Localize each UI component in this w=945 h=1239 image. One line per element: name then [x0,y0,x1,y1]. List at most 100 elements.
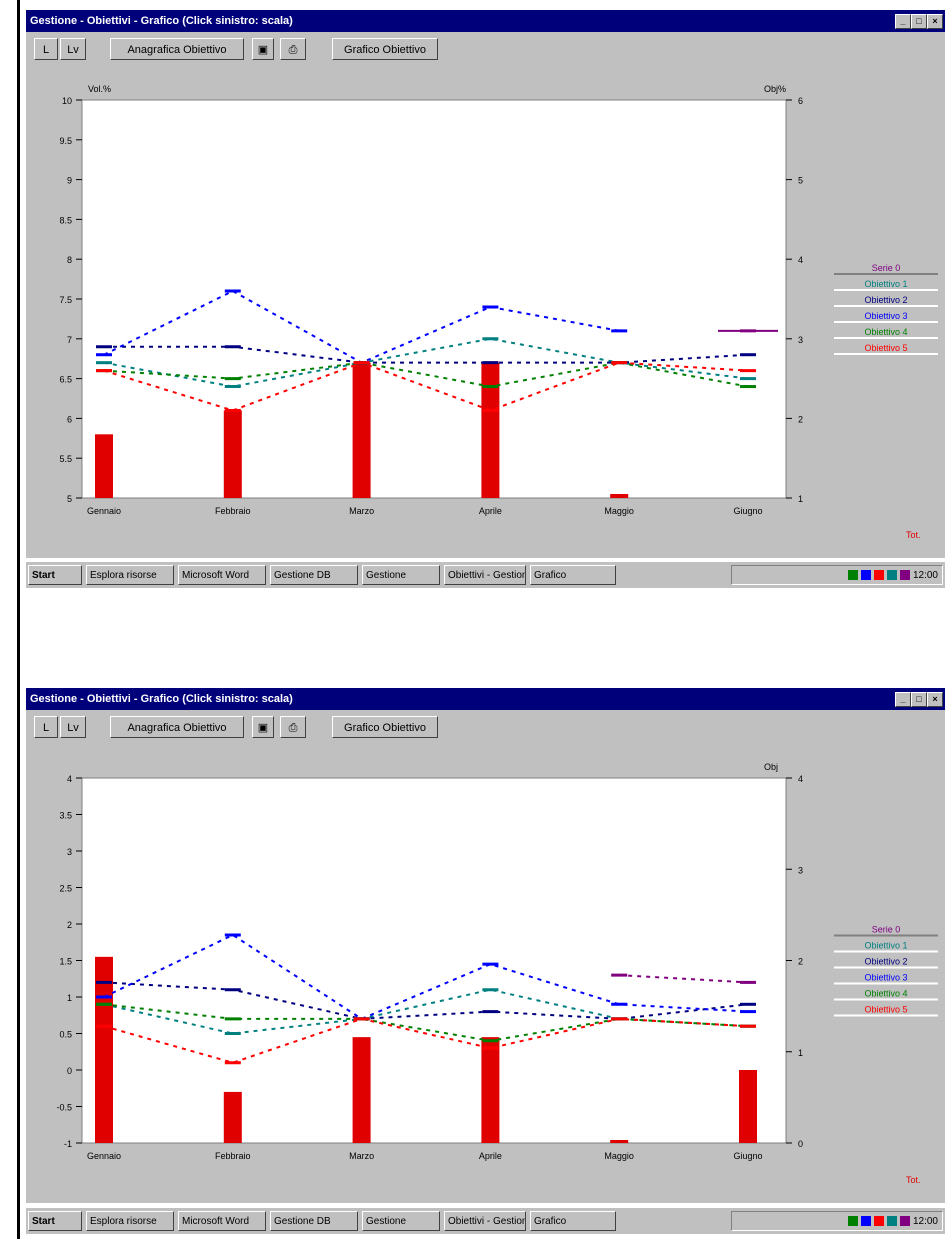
legend-entry: Obiettivo 4 [864,327,907,337]
x-tick-label: Gennaio [87,1151,121,1161]
left-tick-label: 7 [67,335,72,345]
x-tick-label: Aprile [479,1151,502,1161]
tray-icon[interactable] [899,570,910,581]
bar [739,1070,757,1143]
x-tick-label: Maggio [604,506,634,516]
left-tick-label: 10 [62,96,72,106]
taskbar-task-button[interactable]: Microsoft Word [178,1211,266,1231]
taskbar-task-button[interactable]: Microsoft Word [178,565,266,585]
close-icon[interactable]: × [927,14,943,29]
start-button[interactable]: Start [28,1211,82,1231]
toolbar-button-lv[interactable]: Lv [60,38,86,60]
left-tick-label: 0.5 [59,1030,72,1040]
left-tick-label: 8.5 [59,215,72,225]
left-tick-label: 3 [67,847,72,857]
series-line [103,337,749,388]
toolbar-button-l[interactable]: L [34,716,58,738]
legend-entry: Obiettivo 2 [864,295,907,305]
tray-icon[interactable] [899,1216,910,1227]
tray-icon[interactable] [886,570,897,581]
print-icon[interactable]: ⎙ [280,716,306,738]
close-icon[interactable]: × [927,692,943,707]
left-page-rule [17,0,20,1239]
taskbar-task-button[interactable]: Obiettivi - Gestione [444,1211,526,1231]
print-icon[interactable]: ⎙ [280,38,306,60]
toolbar-button-lv[interactable]: Lv [60,716,86,738]
minimize-icon[interactable]: _ [895,14,911,29]
save-icon[interactable]: ▣ [252,716,274,738]
right-tick-label: 6 [798,96,803,106]
legend-entry: Serie 0 [872,263,901,273]
x-tick-label: Giugno [733,1151,762,1161]
taskbar-task-button[interactable]: Gestione [362,1211,440,1231]
x-tick-label: Febbraio [215,1151,251,1161]
left-tick-label: 2 [67,920,72,930]
taskbar-task-button[interactable]: Grafico [530,565,616,585]
right-tick-label: 4 [798,774,803,784]
legend-entry: Obiettivo 5 [864,343,907,353]
x-tick-label: Aprile [479,506,502,516]
chart-svg: 4 3.5 3 2.5 2 1.5 1 0.5 0 -0.5 -1 4 3 2 1 0 Obj Gennaio Fe… [56,762,938,1185]
legend-entry: Obiettivo 1 [864,941,907,951]
left-tick-label: 6 [67,414,72,424]
legend-entry: Obiettivo 3 [864,311,907,321]
window-title-bar: Gestione - Obiettivi - Grafico (Click si… [26,688,945,710]
bar [223,410,242,498]
clock: 12:00 [912,1216,938,1227]
bar [481,1037,500,1143]
anagrafica-button[interactable]: Anagrafica Obiettivo [110,38,244,60]
toolbar: L Lv Anagrafica Obiettivo ▣ ⎙ Grafico Ob… [26,32,945,67]
left-tick-label: 1 [67,993,72,1003]
bar [610,494,629,498]
grafico-obiettivo-button[interactable]: Grafico Obiettivo [332,38,438,60]
bar [481,362,500,498]
series-line [103,933,749,1021]
right-tick-label: 2 [798,957,803,967]
taskbar-task-button[interactable]: Obiettivi - Gestione [444,565,526,585]
save-icon[interactable]: ▣ [252,38,274,60]
x-tick-label: Gennaio [87,506,121,516]
maximize-icon[interactable]: □ [911,692,927,707]
anagrafica-button[interactable]: Anagrafica Obiettivo [110,716,244,738]
taskbar-task-button[interactable]: Gestione DB [270,565,358,585]
right-tick-label: 3 [798,865,803,875]
tray-icon[interactable] [847,570,858,581]
plot-background [81,99,787,499]
taskbar-task-button[interactable]: Grafico [530,1211,616,1231]
grafico-obiettivo-button[interactable]: Grafico Obiettivo [332,716,438,738]
taskbar-task-button[interactable]: Gestione DB [270,1211,358,1231]
tray-icon[interactable] [860,1216,871,1227]
legend-entry: Obiettivo 1 [864,279,907,289]
start-button[interactable]: Start [28,565,82,585]
legend-entry: Obiettivo 3 [864,973,907,983]
tray-icon[interactable] [886,1216,897,1227]
taskbar-2: Start Esplora risorse Microsoft Word Gestio… [26,1206,945,1234]
system-tray: 12:00 [731,565,943,585]
tray-icon[interactable] [873,1216,884,1227]
x-tick-label: Marzo [349,506,374,516]
tray-icon[interactable] [847,1216,858,1227]
taskbar-task-button[interactable]: Esplora risorse [86,565,174,585]
series-line [619,974,749,984]
window-title: Gestione - Obiettivi - Grafico (Click si… [30,693,293,705]
bar [352,362,371,498]
right-tick-label: 0 [798,1139,803,1149]
chart-svg: 10 9.5 9 8.5 8 7.5 7 6.5 6 5.5 5 Vol.% 6 5 4 3 2 1 Obj% Gen… [59,84,938,540]
minimize-icon[interactable]: _ [895,692,911,707]
tray-icon[interactable] [873,570,884,581]
taskbar-task-button[interactable]: Gestione [362,565,440,585]
tray-icon[interactable] [860,570,871,581]
right-tick-label: 1 [798,1048,803,1058]
maximize-icon[interactable]: □ [911,14,927,29]
bar [95,434,113,498]
total-label: Tot. [906,1175,921,1185]
bar [223,1091,242,1143]
x-tick-label: Giugno [733,506,762,516]
right-tick-label: 4 [798,255,803,265]
left-tick-label: 4 [67,774,72,784]
taskbar-task-button[interactable]: Esplora risorse [86,1211,174,1231]
toolbar-button-l[interactable]: L [34,38,58,60]
x-tick-label: Marzo [349,1151,374,1161]
left-tick-label: 8 [67,255,72,265]
system-tray: 12:00 [731,1211,943,1231]
